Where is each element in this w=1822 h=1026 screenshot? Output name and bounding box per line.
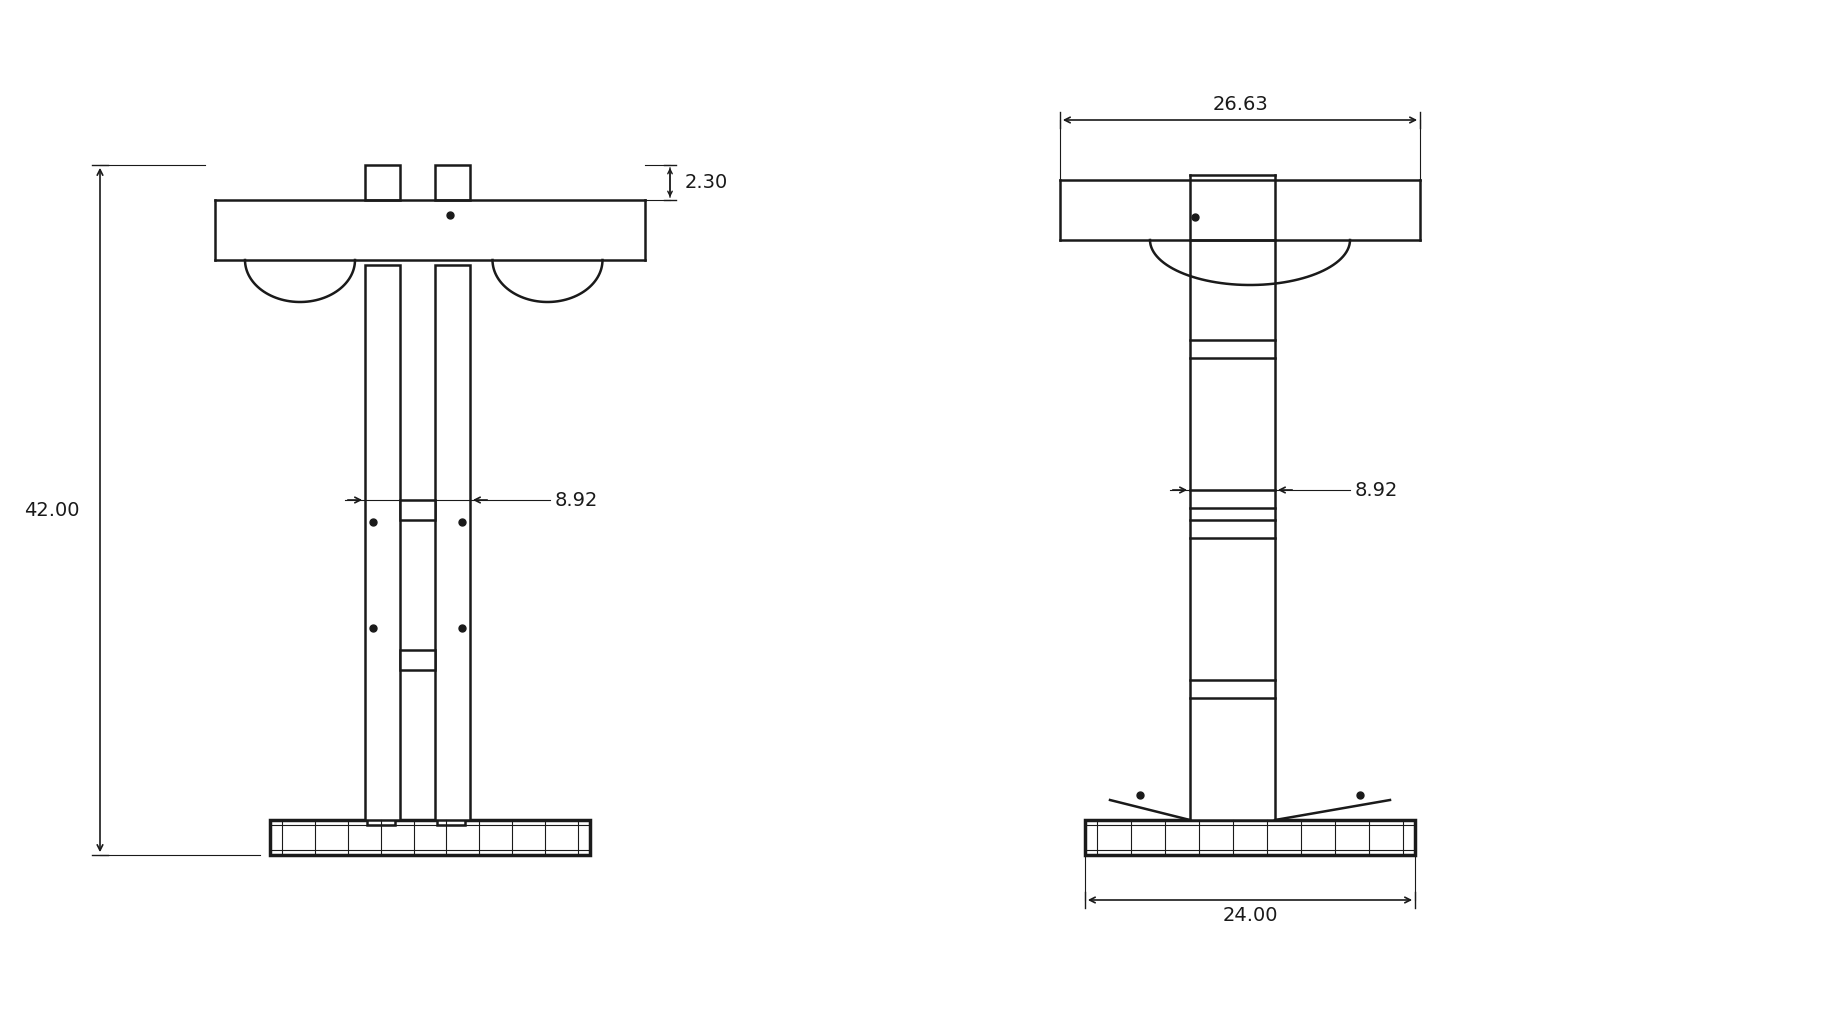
Text: 2.30: 2.30 (685, 173, 729, 192)
Bar (401, 650, 435, 670)
Text: 24.00: 24.00 (1223, 906, 1277, 925)
Text: 42.00: 42.00 (24, 501, 80, 519)
Bar (435, 165, 470, 200)
Bar (366, 800, 395, 825)
Bar (1084, 820, 1416, 855)
Bar (401, 500, 435, 520)
Bar (270, 820, 590, 855)
Bar (437, 800, 465, 825)
Text: 8.92: 8.92 (556, 490, 598, 510)
Text: 26.63: 26.63 (1212, 95, 1268, 114)
Bar (364, 265, 401, 820)
Bar (364, 165, 401, 200)
Text: 8.92: 8.92 (1356, 480, 1397, 500)
Bar (1190, 240, 1275, 820)
Bar (435, 265, 470, 820)
